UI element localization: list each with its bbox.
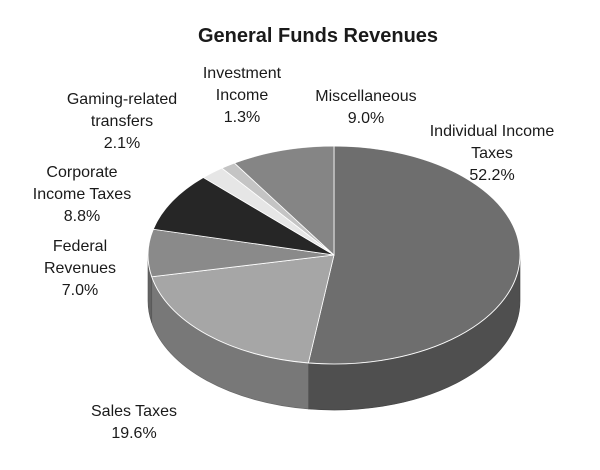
slice-name-individual-income-taxes: Taxes (471, 145, 513, 162)
slice-label-gaming-related-transfers: Gaming-related transfers 2.1% (67, 91, 177, 152)
slice-label-sales-taxes: Sales Taxes 19.6% (91, 403, 177, 442)
slice-name-federal-revenues: Federal (53, 238, 107, 255)
slice-label-federal-revenues: Federal Revenues 7.0% (44, 238, 116, 299)
pie-labels: Individual Income Taxes 52.2% Sales Taxes 19… (33, 65, 555, 442)
slice-name-corporate-income-taxes: Corporate (46, 164, 117, 181)
slice-percent-corporate-income-taxes: 8.8% (64, 208, 100, 225)
slice-label-corporate-income-taxes: Corporate Income Taxes 8.8% (33, 164, 131, 225)
slice-percent-sales-taxes: 19.6% (111, 425, 156, 442)
chart-title: General Funds Revenues (198, 25, 438, 47)
slice-name-federal-revenues: Revenues (44, 260, 116, 277)
slice-name-investment-income: Income (216, 87, 269, 104)
slice-percent-individual-income-taxes: 52.2% (469, 167, 514, 184)
slice-name-miscellaneous: Miscellaneous (315, 88, 416, 105)
slice-label-investment-income: Investment Income 1.3% (203, 65, 282, 126)
slice-label-miscellaneous: Miscellaneous 9.0% (315, 88, 416, 127)
slice-name-sales-taxes: Sales Taxes (91, 403, 177, 420)
slice-name-individual-income-taxes: Individual Income (430, 123, 555, 140)
slice-name-investment-income: Investment (203, 65, 282, 82)
pie-rim (147, 145, 521, 365)
slice-name-gaming-related-transfers: transfers (91, 113, 153, 130)
slice-percent-gaming-related-transfers: 2.1% (104, 135, 140, 152)
slice-percent-miscellaneous: 9.0% (348, 110, 384, 127)
pie-top-face (147, 145, 521, 365)
slice-name-corporate-income-taxes: Income Taxes (33, 186, 131, 203)
slice-percent-investment-income: 1.3% (224, 109, 260, 126)
slice-name-gaming-related-transfers: Gaming-related (67, 91, 177, 108)
slice-label-individual-income-taxes: Individual Income Taxes 52.2% (430, 123, 555, 184)
slice-percent-federal-revenues: 7.0% (62, 282, 98, 299)
